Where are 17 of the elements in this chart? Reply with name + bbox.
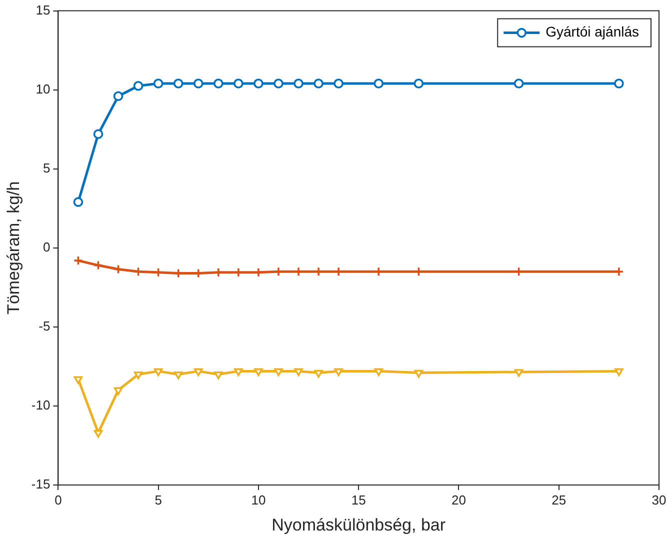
- x-tick-label: 5: [154, 492, 162, 508]
- x-tick-label: 0: [54, 492, 62, 508]
- x-tick-label: 10: [251, 492, 266, 508]
- y-tick-label: -15: [31, 476, 50, 492]
- y-tick-label: -5: [38, 318, 50, 334]
- x-tick-label: 15: [351, 492, 366, 508]
- x-axis-title: Nyomáskülönbség, bar: [272, 515, 446, 534]
- x-tick-label: 25: [552, 492, 566, 508]
- y-tick-label: 10: [36, 81, 50, 96]
- y-tick-label: 5: [42, 160, 50, 176]
- x-tick-label: 20: [451, 492, 466, 508]
- x-tick-label: 30: [652, 492, 666, 508]
- y-axis-title: Tömegáram, kg/h: [4, 181, 23, 315]
- legend-label: Gyártói ajánlás: [546, 24, 640, 40]
- y-tick-label: -10: [31, 398, 50, 413]
- y-tick-label: 15: [36, 2, 50, 18]
- y-tick-label: 0: [42, 239, 50, 254]
